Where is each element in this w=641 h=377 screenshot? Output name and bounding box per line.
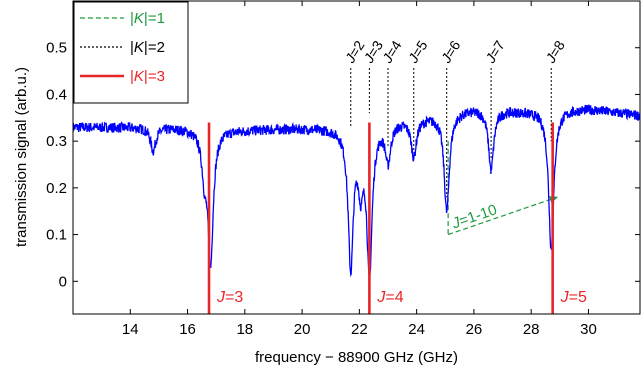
k2-j-label: J=4	[378, 37, 404, 66]
x-tick-label: 16	[179, 321, 196, 338]
k3-j-label: J=5	[560, 289, 587, 306]
x-tick-label: 28	[523, 321, 540, 338]
x-tick-label: 18	[236, 321, 253, 338]
y-tick-label: 0.1	[46, 227, 67, 244]
x-tick-label: 24	[408, 321, 425, 338]
legend-label: |K|=3	[130, 68, 165, 85]
y-tick-label: 0.4	[46, 86, 67, 103]
x-tick-label: 30	[580, 321, 597, 338]
x-tick-label: 14	[122, 321, 139, 338]
k2-j-label: J=2	[341, 37, 367, 66]
k3-j-label: J=4	[376, 289, 403, 306]
x-tick-label: 26	[466, 321, 483, 338]
x-tick-label: 20	[294, 321, 311, 338]
y-tick-label: 0.3	[46, 133, 67, 150]
y-tick-label: 0	[59, 273, 67, 290]
y-tick-label: 0.5	[46, 40, 67, 57]
k1-arrow	[447, 196, 559, 236]
y-axis-title: transmission signal (arb.u.)	[13, 67, 30, 247]
k2-j-label: J=7	[482, 37, 508, 66]
legend-box	[73, 1, 189, 104]
y-tick-label: 0.2	[46, 180, 67, 197]
legend-label: |K|=2	[130, 39, 165, 56]
x-axis-title: frequency − 88900 GHz (GHz)	[255, 349, 458, 366]
legend-label: |K|=1	[130, 10, 165, 27]
k2-j-label: J=8	[542, 37, 568, 66]
x-tick-label: 22	[351, 321, 368, 338]
k2-j-label: J=5	[404, 37, 430, 66]
k2-j-label: J=6	[437, 37, 463, 66]
plot-frame	[72, 0, 641, 315]
k1-j-range-label: J=1-10	[449, 201, 499, 232]
k3-j-label: J=3	[216, 289, 243, 306]
signal-trace	[73, 104, 640, 279]
